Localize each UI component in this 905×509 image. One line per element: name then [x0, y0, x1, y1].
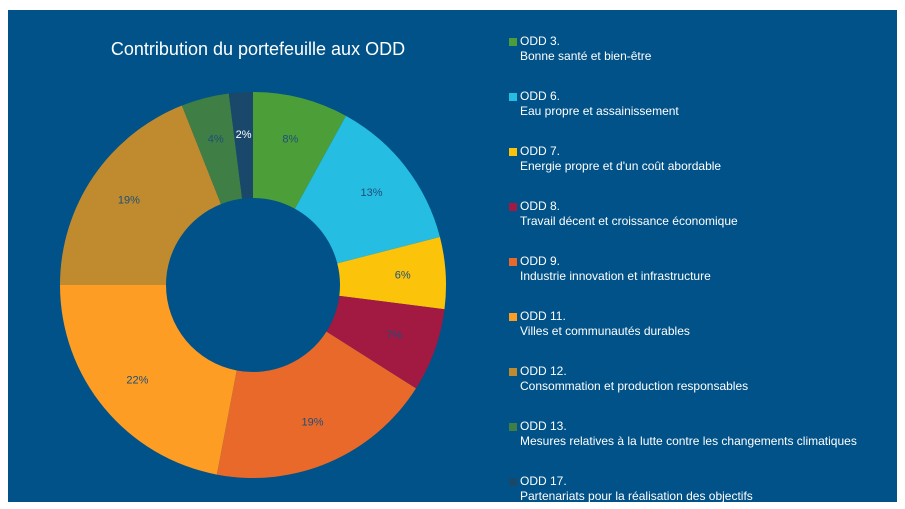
legend-label: ODD 13. [520, 419, 567, 433]
slice-label: 6% [395, 269, 411, 281]
legend-description: Villes et communautés durables [520, 324, 690, 338]
slice-label: 7% [386, 330, 402, 342]
legend-description: Bonne santé et bien-être [520, 49, 652, 63]
legend-label: ODD 3. [520, 34, 560, 48]
slice-label: 19% [302, 417, 324, 429]
legend-swatch [509, 368, 517, 376]
legend-swatch [509, 258, 517, 266]
slice-label: 22% [126, 375, 148, 387]
legend-swatch [509, 478, 517, 486]
slice [60, 285, 237, 475]
slice [253, 92, 346, 209]
slice [60, 105, 221, 286]
legend-description: Mesures relatives à la lutte contre les … [520, 434, 857, 448]
legend-label: ODD 11. [520, 309, 566, 323]
legend-description: Travail décent et croissance économique [520, 214, 738, 228]
slice-label: 19% [118, 195, 140, 207]
legend-label: ODD 9. [520, 254, 560, 268]
legend-swatch [509, 423, 517, 431]
legend-label: ODD 7. [520, 144, 560, 158]
slice [216, 331, 416, 479]
slice [337, 237, 446, 310]
slice [228, 92, 253, 199]
legend-description: Partenariats pour la réalisation des obj… [520, 489, 753, 503]
slice-label: 4% [208, 134, 224, 146]
legend-swatch [509, 313, 517, 321]
legend-label: ODD 12. [520, 364, 567, 378]
slice-label: 8% [282, 134, 298, 146]
legend-description: Energie propre et d'un coût abordable [520, 159, 721, 173]
legend-swatch [509, 203, 517, 211]
legend-swatch [509, 148, 517, 156]
slice [294, 115, 440, 264]
legend-swatch [509, 93, 517, 101]
slice [181, 93, 243, 205]
slice-label: 13% [361, 187, 383, 199]
legend-description: Industrie innovation et infrastructure [520, 269, 711, 283]
legend-description: Consommation et production responsables [520, 379, 748, 393]
slice-label: 2% [236, 129, 252, 141]
legend-description: Eau propre et assainissement [520, 104, 679, 118]
legend-label: ODD 17. [520, 474, 567, 488]
legend-label: ODD 8. [520, 199, 560, 213]
legend-swatch [509, 38, 517, 46]
slice [326, 295, 445, 389]
legend-label: ODD 6. [520, 89, 560, 103]
chart-title: Contribution du portefeuille aux ODD [111, 39, 405, 59]
